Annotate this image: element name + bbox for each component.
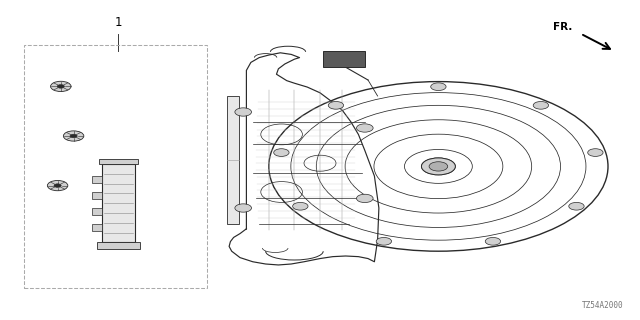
Text: FR.: FR. — [554, 22, 573, 32]
Text: 1: 1 — [115, 16, 122, 29]
Circle shape — [47, 180, 68, 191]
Bar — [92, 208, 102, 215]
Bar — [97, 243, 140, 250]
Circle shape — [429, 162, 448, 171]
Circle shape — [269, 82, 608, 251]
Circle shape — [54, 184, 61, 188]
Circle shape — [356, 194, 373, 203]
Bar — [92, 224, 102, 231]
Bar — [323, 51, 365, 67]
Bar — [24, 45, 207, 288]
Circle shape — [274, 149, 289, 156]
Polygon shape — [229, 53, 379, 265]
Circle shape — [57, 84, 65, 88]
Circle shape — [63, 131, 84, 141]
Bar — [102, 164, 135, 243]
Bar — [99, 159, 138, 164]
Circle shape — [422, 158, 456, 175]
Circle shape — [328, 101, 344, 109]
Circle shape — [70, 134, 77, 138]
Circle shape — [431, 83, 446, 91]
Bar — [92, 176, 102, 183]
Circle shape — [235, 204, 252, 212]
Bar — [227, 96, 239, 224]
Circle shape — [356, 124, 373, 132]
Circle shape — [292, 203, 308, 210]
Circle shape — [485, 237, 500, 245]
Circle shape — [235, 108, 252, 116]
Circle shape — [533, 101, 548, 109]
Circle shape — [376, 237, 392, 245]
Circle shape — [51, 81, 71, 92]
Circle shape — [588, 149, 603, 156]
Text: TZ54A2000: TZ54A2000 — [582, 301, 624, 310]
Circle shape — [569, 203, 584, 210]
Bar — [92, 192, 102, 199]
